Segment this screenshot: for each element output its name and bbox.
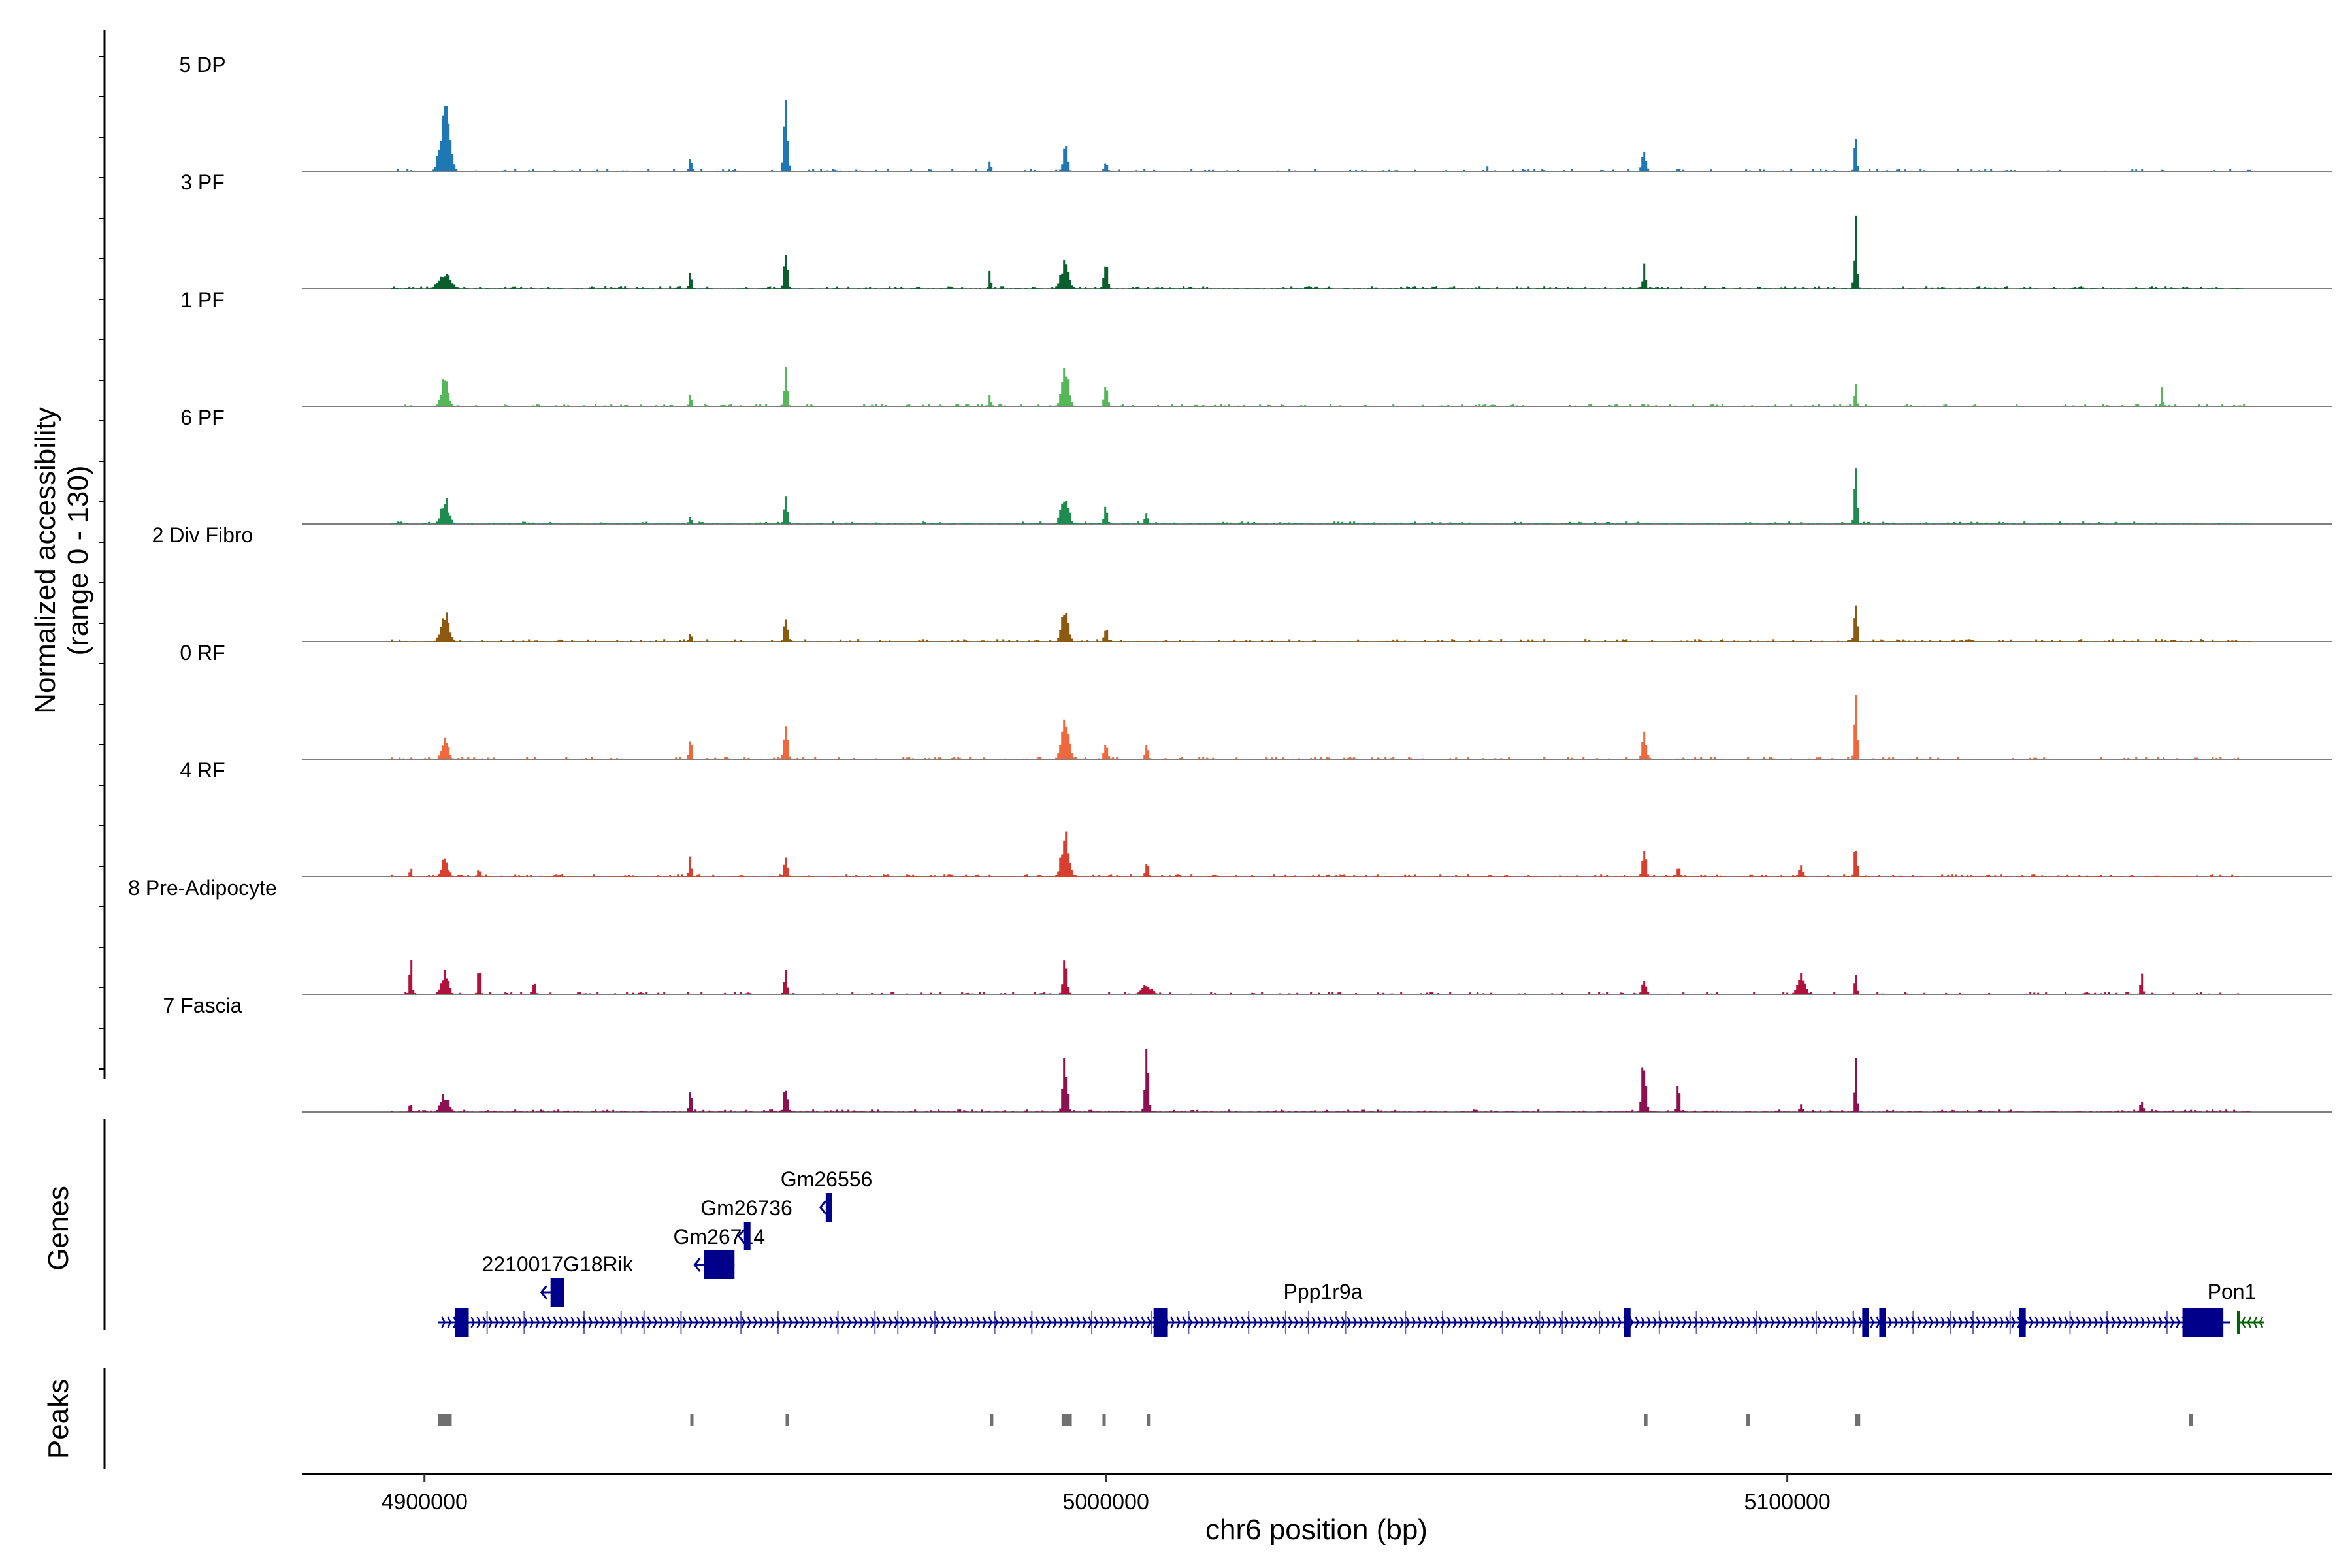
gene-label: 2210017G18Rik — [482, 1252, 633, 1276]
exon — [2182, 1308, 2224, 1337]
gene-label: Gm26736 — [700, 1196, 792, 1220]
gene-gm26736: Gm26736 — [700, 1196, 792, 1250]
track-5-dp: 5 DP — [179, 53, 2332, 172]
exon — [825, 1193, 832, 1222]
track-label: 1 PF — [180, 288, 225, 312]
gene-gm26556: Gm26556 — [781, 1168, 873, 1222]
track-6-pf: 6 PF — [180, 406, 2332, 525]
peak-region — [1147, 1414, 1151, 1426]
strand-chevrons — [737, 1229, 745, 1243]
x-tick-label: 5100000 — [1744, 1490, 1830, 1514]
gene-label: Ppp1r9a — [1284, 1280, 1363, 1303]
peak-regions-panel — [438, 1414, 2193, 1426]
track-label: 2 Div Fibro — [152, 523, 253, 547]
exon — [2236, 1311, 2240, 1334]
gene-annotation-panel: 2210017G18Rik Gm26714 Gm26736 Gm26556 Ppp1r9… — [438, 1168, 2264, 1337]
track-8-pre-adipocyte: 8 Pre-Adipocyte — [128, 876, 2332, 995]
gene-label: Gm26556 — [781, 1168, 873, 1191]
peak-region — [1061, 1414, 1072, 1426]
coverage-tracks: 5 DP 3 PF 1 PF 6 PF 2 Div Fibro 0 RF 4 RF 8 Pre… — [128, 53, 2332, 1113]
track-0-rf: 0 RF — [180, 641, 2332, 760]
track-label: 3 PF — [180, 171, 225, 194]
track-4-rf: 4 RF — [180, 759, 2332, 877]
exon — [1153, 1308, 1168, 1337]
peak-region — [1855, 1414, 1861, 1426]
peaks-panel-title: Peaks — [42, 1379, 74, 1459]
coverage-y-axis-ticks — [99, 56, 105, 1070]
track-label: 4 RF — [180, 759, 225, 782]
exon — [1862, 1308, 1869, 1337]
x-axis-title: chr6 position (bp) — [1205, 1514, 1428, 1546]
track-signal — [391, 960, 2249, 994]
peak-region — [2189, 1414, 2193, 1426]
y-axis-range: (range 0 - 130) — [62, 465, 94, 655]
track-signal — [391, 831, 2251, 877]
strand-chevrons — [441, 1316, 2221, 1328]
exon — [1879, 1308, 1886, 1337]
gene-pon1: Pon1 — [2208, 1280, 2264, 1334]
track-2-div-fibro: 2 Div Fibro — [152, 523, 2332, 642]
track-label: 8 Pre-Adipocyte — [128, 876, 277, 900]
track-signal — [393, 100, 2251, 171]
strand-chevrons — [819, 1200, 827, 1215]
peak-region — [1746, 1414, 1750, 1426]
track-7-fascia: 7 Fascia — [163, 994, 2332, 1113]
gene-gm26714: Gm26714 — [674, 1225, 766, 1279]
x-tick-label: 5000000 — [1062, 1490, 1149, 1514]
gene-2210017g18rik: 2210017G18Rik — [482, 1252, 634, 1307]
peak-region — [1102, 1414, 1106, 1426]
y-axis-title: Normalized accessibility — [29, 407, 61, 713]
track-signal — [391, 468, 2251, 524]
gene-label: Gm26714 — [674, 1225, 766, 1249]
track-3-pf: 3 PF — [180, 171, 2332, 289]
exon — [1624, 1308, 1631, 1337]
gene-ppp1r9a: Ppp1r9a — [438, 1280, 2230, 1337]
exon — [743, 1222, 751, 1250]
track-signal — [391, 215, 2244, 289]
genes-panel-title: Genes — [42, 1186, 74, 1271]
track-signal — [393, 367, 2251, 406]
peak-region — [438, 1414, 452, 1426]
track-label: 0 RF — [180, 641, 225, 664]
peak-region — [690, 1414, 694, 1426]
track-label: 6 PF — [180, 406, 225, 429]
exon — [2019, 1308, 2026, 1337]
track-signal — [391, 695, 2251, 759]
exon — [455, 1308, 469, 1337]
exon — [704, 1250, 735, 1279]
peak-region — [990, 1414, 994, 1426]
strand-chevrons — [693, 1258, 701, 1272]
track-signal — [391, 1049, 2251, 1112]
x-axis-ticks: 4900000 5000000 5100000 — [382, 1474, 1831, 1514]
track-signal — [391, 605, 2251, 642]
peak-region — [1644, 1414, 1648, 1426]
strand-chevrons — [540, 1285, 547, 1299]
track-label: 5 DP — [179, 53, 225, 76]
gene-label: Pon1 — [2208, 1280, 2257, 1303]
track-1-pf: 1 PF — [180, 288, 2332, 407]
strand-chevrons — [2241, 1316, 2264, 1328]
x-tick-label: 4900000 — [382, 1490, 468, 1514]
peak-region — [785, 1414, 789, 1426]
track-label: 7 Fascia — [163, 994, 242, 1017]
exon — [550, 1278, 564, 1307]
